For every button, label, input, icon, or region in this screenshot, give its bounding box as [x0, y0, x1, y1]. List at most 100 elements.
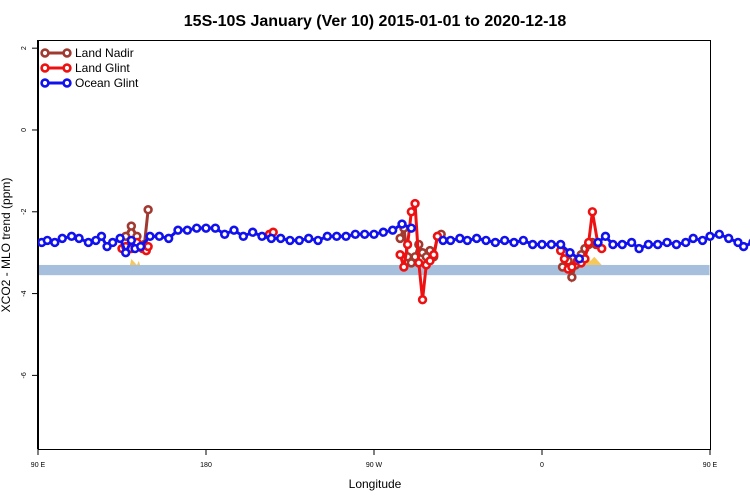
data-point: [369, 229, 379, 239]
data-point: [445, 235, 456, 246]
x-tick-label: 180: [200, 462, 212, 469]
y-tick-label: -2: [21, 209, 28, 215]
data-point: [294, 235, 305, 246]
data-point: [378, 227, 389, 237]
data-point: [173, 225, 183, 235]
data-point: [285, 235, 295, 246]
data-point: [697, 235, 708, 246]
legend-swatch-marker: [40, 78, 50, 88]
data-point: [634, 243, 644, 254]
data-point: [397, 219, 407, 229]
x-tick-label: 90 E: [31, 462, 46, 469]
x-axis-label: Longitude: [349, 477, 402, 491]
data-point: [219, 229, 230, 239]
data-point: [50, 237, 60, 248]
data-point: [154, 231, 165, 242]
data-point: [414, 258, 424, 268]
data-point: [121, 247, 131, 258]
data-point: [617, 239, 627, 250]
legend-label: Ocean Glint: [75, 76, 139, 90]
data-point: [567, 262, 577, 272]
legend-item-land-nadir: Land Nadir: [40, 46, 134, 60]
series-ocean-glint: [37, 219, 750, 264]
data-point: [359, 229, 370, 239]
data-point: [527, 239, 538, 250]
data-point: [608, 239, 618, 250]
noise-band-layer: [38, 264, 710, 276]
data-point: [341, 231, 351, 242]
data-point: [395, 250, 405, 260]
data-point: [738, 241, 749, 252]
data-point: [653, 239, 663, 250]
data-point: [402, 239, 413, 250]
data-point: [574, 254, 585, 264]
legend-swatch-marker: [62, 78, 72, 88]
legend-swatch-marker: [62, 48, 72, 58]
data-point: [626, 237, 637, 248]
data-point: [481, 235, 491, 246]
data-point: [499, 235, 510, 246]
data-point: [399, 262, 409, 272]
data-point: [537, 239, 547, 250]
y-axis-label: XCO2 - MLO trend (ppm): [0, 178, 13, 313]
y-tick-label: 0: [21, 128, 28, 132]
data-point: [350, 229, 361, 239]
data-point: [107, 237, 118, 248]
data-point: [643, 239, 654, 250]
data-point: [406, 223, 417, 233]
data-point: [191, 223, 202, 233]
data-point: [145, 231, 155, 242]
legend-swatch-marker: [40, 63, 50, 73]
data-point: [600, 231, 611, 242]
data-point: [210, 223, 221, 233]
data-point: [662, 237, 672, 248]
data-point: [247, 227, 258, 237]
series-layer: [37, 198, 750, 305]
y-axis: 2 0 -2 -4 -6: [21, 40, 38, 449]
legend-swatch-marker: [40, 48, 50, 58]
data-point: [565, 247, 575, 258]
legend-item-land-glint: Land Glint: [40, 61, 130, 75]
x-axis: 90 E 180 90 W 0 90 E: [31, 449, 718, 469]
data-point: [438, 235, 448, 246]
data-point: [42, 235, 53, 246]
data-point: [83, 237, 94, 248]
data-point: [462, 235, 473, 246]
data-point: [322, 231, 333, 242]
data-point: [96, 231, 107, 242]
data-point: [688, 233, 698, 244]
x-tick-label: 90 E: [703, 462, 718, 469]
data-point: [57, 233, 67, 244]
data-point: [275, 233, 286, 244]
data-point: [681, 237, 691, 248]
legend-label: Land Glint: [75, 61, 130, 75]
data-point: [429, 250, 439, 260]
data-point: [201, 223, 211, 233]
data-point: [331, 231, 342, 242]
data-point: [74, 233, 84, 244]
data-point: [567, 272, 577, 282]
data-point: [723, 233, 734, 244]
data-point: [490, 237, 501, 248]
series-land-glint: [117, 198, 607, 305]
data-point: [303, 233, 314, 244]
data-point: [126, 221, 137, 231]
data-point: [455, 233, 465, 244]
data-point: [518, 235, 529, 246]
y-tick-label: 2: [21, 46, 28, 50]
data-point: [229, 225, 239, 235]
data-point: [238, 231, 249, 242]
y-tick-label: -4: [21, 290, 28, 296]
data-point: [115, 233, 125, 244]
data-point: [126, 235, 137, 246]
data-point: [143, 241, 153, 252]
data-point: [387, 225, 398, 235]
data-point: [471, 233, 482, 244]
data-point: [714, 229, 725, 239]
data-point: [313, 235, 323, 246]
data-point: [583, 237, 594, 248]
y-tick-label: -6: [21, 372, 28, 378]
x-tick-label: 0: [540, 462, 544, 469]
legend-swatch-marker: [62, 63, 72, 73]
